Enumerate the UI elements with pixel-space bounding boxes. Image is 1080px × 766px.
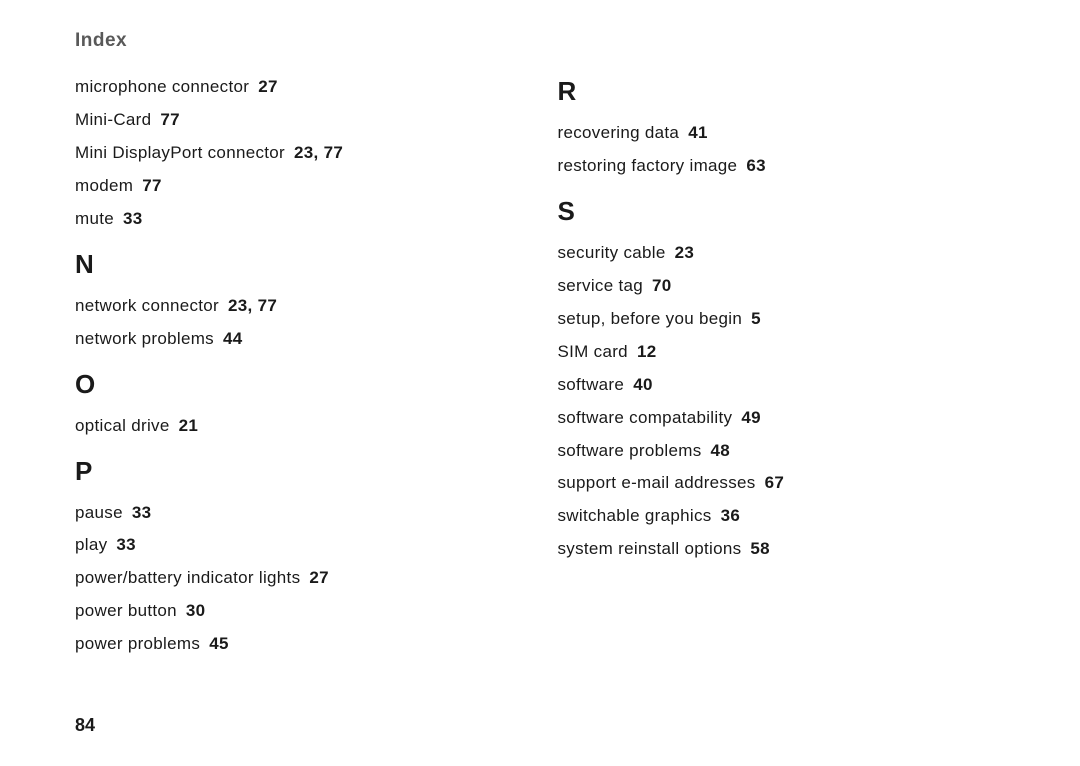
section-letter: R <box>558 76 1006 107</box>
index-entry: support e-mail addresses 67 <box>558 472 1006 495</box>
entry-term: power/battery indicator lights <box>75 568 300 587</box>
entry-term: service tag <box>558 276 644 295</box>
entry-term: microphone connector <box>75 77 249 96</box>
index-entry: power/battery indicator lights 27 <box>75 567 523 590</box>
entry-pages: 23 <box>675 243 695 262</box>
entry-term: pause <box>75 503 123 522</box>
entry-pages: 27 <box>309 568 329 587</box>
index-entry: restoring factory image 63 <box>558 155 1006 178</box>
entry-pages: 49 <box>741 408 761 427</box>
entry-pages: 77 <box>160 110 180 129</box>
index-entry: software problems 48 <box>558 440 1006 463</box>
index-entry: microphone connector 27 <box>75 76 523 99</box>
entry-term: Mini DisplayPort connector <box>75 143 285 162</box>
entry-pages: 77 <box>142 176 162 195</box>
entry-term: modem <box>75 176 133 195</box>
entry-term: setup, before you begin <box>558 309 743 328</box>
entry-pages: 12 <box>637 342 657 361</box>
entry-pages: 30 <box>186 601 206 620</box>
section-letter: N <box>75 249 523 280</box>
entry-term: network problems <box>75 329 214 348</box>
entry-pages: 33 <box>132 503 152 522</box>
index-entry: power button 30 <box>75 600 523 623</box>
entry-pages: 70 <box>652 276 672 295</box>
section-letter: P <box>75 456 523 487</box>
index-entry: service tag 70 <box>558 275 1006 298</box>
entry-term: recovering data <box>558 123 680 142</box>
entry-term: SIM card <box>558 342 628 361</box>
entry-term: restoring factory image <box>558 156 738 175</box>
continuation-entries: microphone connector 27 Mini-Card 77 Mini … <box>75 76 523 231</box>
index-header: Index <box>75 30 1005 52</box>
index-entry: security cable 23 <box>558 242 1006 265</box>
page-number: 84 <box>75 715 95 736</box>
entry-pages: 23, 77 <box>228 296 277 315</box>
entry-term: software <box>558 375 625 394</box>
entry-pages: 27 <box>258 77 278 96</box>
entry-term: Mini-Card <box>75 110 151 129</box>
index-entry: modem 77 <box>75 175 523 198</box>
index-entry: pause 33 <box>75 502 523 525</box>
index-entry: software compatability 49 <box>558 407 1006 430</box>
entry-pages: 33 <box>123 209 143 228</box>
index-entry: setup, before you begin 5 <box>558 308 1006 331</box>
index-entry: network connector 23, 77 <box>75 295 523 318</box>
index-entry: Mini-Card 77 <box>75 109 523 132</box>
index-entry: mute 33 <box>75 208 523 231</box>
entry-term: software compatability <box>558 408 733 427</box>
right-column: Rrecovering data 41 restoring factory ima… <box>558 76 1006 666</box>
index-columns: microphone connector 27 Mini-Card 77 Mini … <box>75 76 1005 666</box>
index-entry: play 33 <box>75 534 523 557</box>
entry-term: software problems <box>558 441 702 460</box>
entry-term: power problems <box>75 634 200 653</box>
entry-term: play <box>75 535 107 554</box>
entry-term: system reinstall options <box>558 539 742 558</box>
entry-term: support e-mail addresses <box>558 473 756 492</box>
index-entry: software 40 <box>558 374 1006 397</box>
entry-term: security cable <box>558 243 666 262</box>
index-entry: system reinstall options 58 <box>558 538 1006 561</box>
index-entry: network problems 44 <box>75 328 523 351</box>
entry-pages: 40 <box>633 375 653 394</box>
entry-pages: 21 <box>179 416 199 435</box>
index-entry: SIM card 12 <box>558 341 1006 364</box>
index-entry: switchable graphics 36 <box>558 505 1006 528</box>
entry-pages: 44 <box>223 329 243 348</box>
index-entry: power problems 45 <box>75 633 523 656</box>
entry-pages: 33 <box>116 535 136 554</box>
entry-term: mute <box>75 209 114 228</box>
entry-pages: 45 <box>209 634 229 653</box>
entry-pages: 63 <box>746 156 766 175</box>
entry-pages: 36 <box>721 506 741 525</box>
entry-pages: 48 <box>711 441 731 460</box>
index-entry: optical drive 21 <box>75 415 523 438</box>
section-letter: O <box>75 369 523 400</box>
entry-pages: 5 <box>751 309 761 328</box>
entry-pages: 41 <box>688 123 708 142</box>
entry-term: switchable graphics <box>558 506 712 525</box>
left-column: microphone connector 27 Mini-Card 77 Mini … <box>75 76 523 666</box>
index-entry: recovering data 41 <box>558 122 1006 145</box>
entry-pages: 23, 77 <box>294 143 343 162</box>
entry-term: optical drive <box>75 416 170 435</box>
entry-pages: 67 <box>765 473 785 492</box>
entry-term: power button <box>75 601 177 620</box>
section-letter: S <box>558 196 1006 227</box>
entry-pages: 58 <box>750 539 770 558</box>
entry-term: network connector <box>75 296 219 315</box>
index-entry: Mini DisplayPort connector 23, 77 <box>75 142 523 165</box>
